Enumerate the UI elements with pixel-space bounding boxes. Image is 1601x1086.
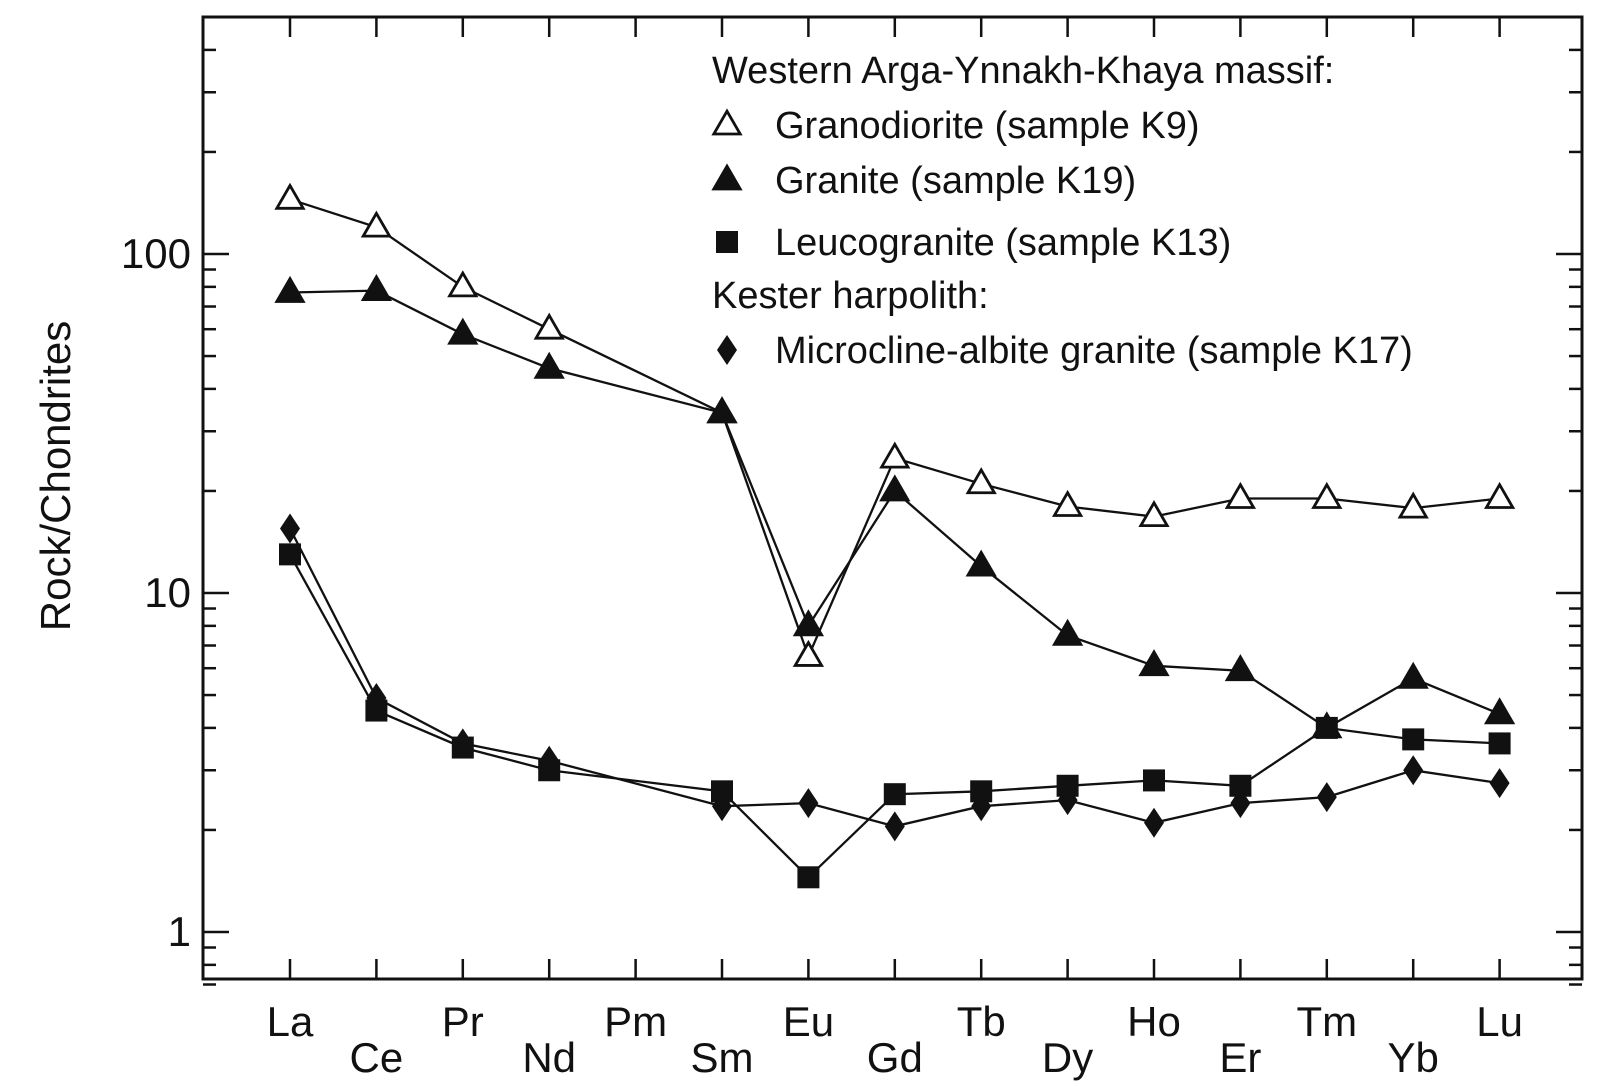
data-point-gd [879,474,911,502]
data-point-nd [533,351,565,379]
series-group [274,182,1516,889]
data-point-eu [792,609,825,637]
data-point-ho [1144,807,1164,838]
data-point-yb [1403,755,1424,786]
x-tick-label-la: La [267,998,314,1045]
data-point-yb [1397,491,1429,519]
x-tick-label-yb: Yb [1388,1034,1439,1081]
data-point-pr [447,270,479,298]
x-tick-label-gd: Gd [867,1034,923,1081]
data-point-tm [1315,716,1338,739]
x-tick-label-nd: Nd [522,1034,576,1081]
data-point-lu [1483,697,1516,725]
data-point-eu [798,788,819,819]
y-axis-label: Rock/Chondrites [32,321,79,631]
legend-marker [717,335,737,365]
data-point-dy [1051,618,1084,646]
data-point-ce [360,210,393,238]
x-tick-label-tm: Tm [1296,998,1357,1045]
plot-frame [201,15,1584,981]
data-point-dy [1057,785,1078,816]
x-tick-label-ho: Ho [1127,998,1181,1045]
data-point-eu [797,866,820,889]
y-tick-label: 1 [168,908,191,955]
data-point-er [1224,654,1257,682]
legend-heading: Western Arga-Ynnakh-Khaya massif: [712,50,1334,92]
legend-heading: Kester harpolith: [712,275,989,317]
data-point-pr [447,317,479,345]
data-point-nd [533,312,565,340]
y-tick-label: 100 [121,230,191,277]
series-line [289,289,1501,730]
axes-group: 1 10 100 La Ce Pr Nd Pm Sm Eu Gd Tb Dy Ho Er Tm Yb Lu [121,15,1584,1081]
x-tick-label-pr: Pr [442,998,484,1045]
series-line [289,198,1500,660]
data-point-lu [1488,732,1511,755]
data-point-ho [1138,500,1170,528]
data-point-tb [971,791,992,822]
legend-entry: Leucogranite (sample K13) [775,222,1231,264]
legend-marker [711,163,743,191]
legend-entry: Microcline-albite granite (sample K17) [775,330,1413,372]
legend-marker [711,108,743,136]
data-point-ho [1138,649,1170,677]
data-point-tb [965,467,997,495]
data-point-ce [360,273,393,301]
data-point-ho [1143,769,1165,792]
x-tick-label-er: Er [1219,1034,1261,1081]
x-tick-label-sm: Sm [691,1034,754,1081]
x-tick-label-tb: Tb [957,998,1006,1045]
data-point-pr [452,728,473,759]
data-point-ce [366,683,387,714]
data-point-tb [965,549,997,577]
series-3 [280,513,1510,842]
x-tick-label-pm: Pm [604,998,667,1045]
data-point-er [1224,481,1257,509]
series-line [288,553,1500,879]
data-point-lu [1489,768,1510,799]
data-point-gd [884,811,905,842]
series-line [288,527,1500,828]
data-point-gd [879,441,911,469]
data-point-la [274,182,306,210]
data-point-la [274,275,306,303]
data-point-lu [1483,481,1516,509]
data-point-dy [1051,489,1084,517]
series-1 [274,273,1516,739]
data-point-er [1229,774,1252,797]
data-point-tm [1316,782,1337,813]
data-point-sm [706,396,738,424]
legend-marker [716,231,738,253]
data-point-la [279,543,301,566]
data-point-er [1230,788,1251,819]
x-tick-label-dy: Dy [1042,1034,1093,1081]
data-point-eu [792,639,825,667]
x-tick-label-lu: Lu [1476,998,1523,1045]
legend: Western Arga-Ynnakh-Khaya massif: Granodi… [711,50,1413,372]
data-point-gd [883,783,906,806]
data-point-yb [1402,728,1425,751]
data-point-yb [1397,661,1429,689]
legend-entry: Granite (sample K19) [775,160,1136,202]
series-0 [274,182,1516,667]
data-point-tm [1311,481,1343,509]
data-point-la [280,513,300,544]
x-tick-label-eu: Eu [783,998,834,1045]
y-tick-label: 10 [144,569,191,616]
series-2 [279,543,1511,889]
legend-entry: Granodiorite (sample K9) [775,105,1200,147]
data-point-sm [712,791,732,822]
x-tick-label-ce: Ce [350,1034,404,1081]
data-point-nd [539,745,560,776]
